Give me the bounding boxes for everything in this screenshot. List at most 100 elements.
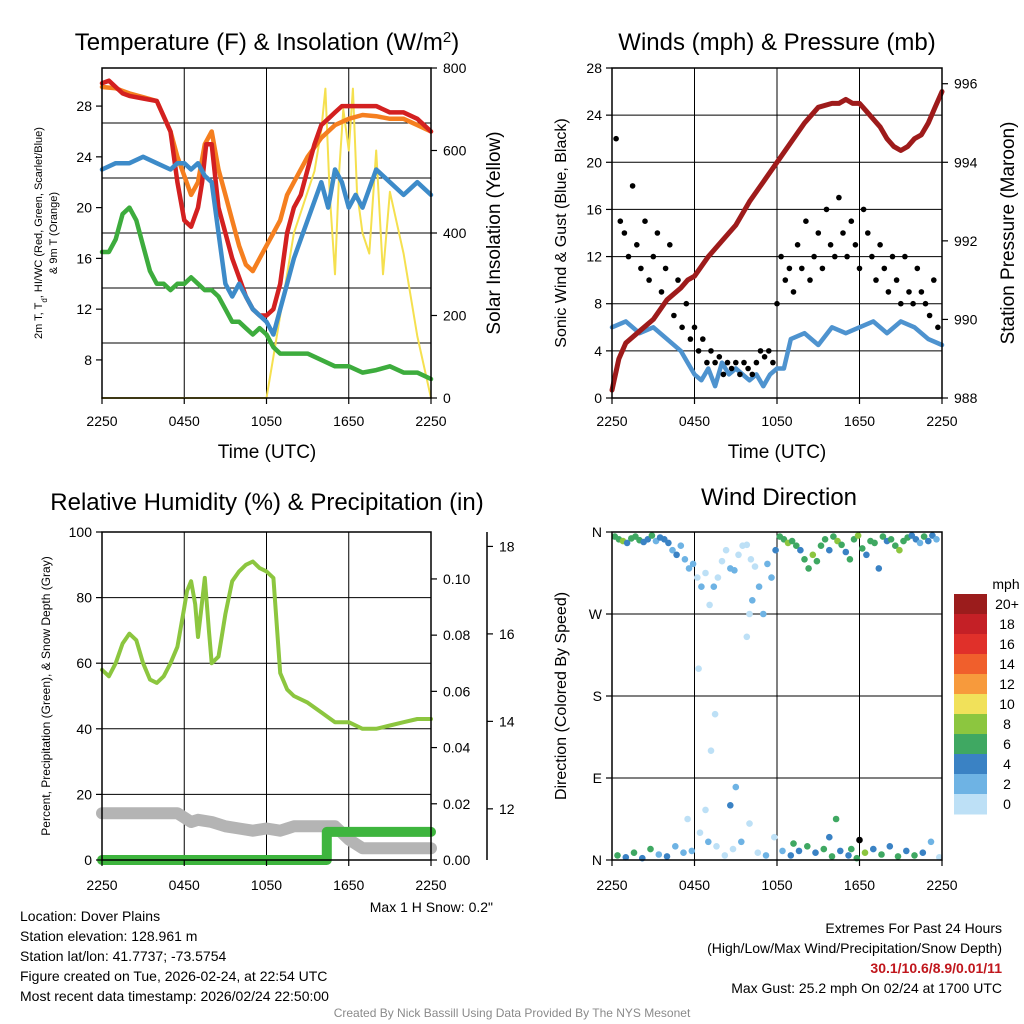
direction-point: [925, 537, 932, 545]
gust-point: [885, 289, 892, 295]
relative-humidity-line: [100, 559, 433, 731]
x-tick-label: 2250: [86, 877, 117, 893]
direction-point: [698, 583, 705, 590]
direction-point: [714, 574, 722, 581]
colorbar-label: 0: [1003, 796, 1011, 812]
gust-point: [935, 324, 941, 331]
y-tick-label: W: [589, 606, 603, 622]
direction-x-ticks: 2250 0450 1050 1650 2250: [596, 860, 958, 893]
gust-point: [881, 265, 888, 272]
colorbar-swatch: [954, 734, 987, 755]
temperature-series: [99, 78, 434, 399]
direction-point: [828, 853, 836, 860]
colorbar-swatch: [954, 614, 987, 635]
gust-point: [865, 230, 871, 236]
y-tick-label: 60: [76, 655, 92, 671]
direction-point: [845, 852, 852, 859]
gust-point: [737, 371, 743, 378]
y-tick-label: 0.00: [443, 852, 470, 868]
y-tick-label: 12: [586, 249, 602, 265]
gust-point: [852, 242, 859, 248]
y-tick-label: 0.02: [443, 796, 470, 812]
gust-point: [799, 265, 805, 272]
temperature-x-label: Time (UTC): [218, 442, 317, 463]
colorbar-swatch: [954, 634, 987, 655]
y-tick-label: 0.06: [443, 683, 470, 699]
gust-point: [889, 253, 896, 260]
colorbar-label: 2: [1003, 776, 1011, 792]
direction-point: [696, 829, 704, 836]
gust-point: [856, 265, 863, 272]
temperature-y-label-line2: & 9m T (Orange): [48, 192, 60, 274]
direction-point: [729, 845, 737, 853]
direction-point: [790, 840, 797, 847]
pressure-y-ticks: 988 990 992 994 996: [942, 76, 978, 406]
y-tick-label: 0.10: [443, 571, 470, 587]
gust-point: [790, 289, 797, 295]
gust-point: [638, 265, 644, 272]
direction-point: [680, 849, 687, 856]
y-tick-label: 0: [84, 852, 92, 868]
colorbar-label: 14: [999, 656, 1015, 672]
colorbar-label: 6: [1003, 736, 1011, 752]
direction-y-label: Direction (Colored By Speed): [553, 592, 570, 800]
snow-depth-y-ticks: 12 14 16 18: [487, 538, 515, 817]
direction-point: [886, 843, 894, 850]
y-tick-label: 12: [499, 801, 515, 817]
x-tick-label: 2250: [86, 413, 117, 429]
figure-created: Figure created on Tue, 2026-02-24, at 22…: [20, 968, 328, 984]
direction-point: [677, 542, 685, 549]
direction-point: [878, 851, 885, 858]
x-tick-label: 1050: [251, 413, 282, 429]
y-tick-label: 24: [76, 149, 92, 165]
colorbar-swatch: [954, 714, 987, 735]
y-tick-label: 20: [76, 200, 92, 216]
direction-point: [936, 854, 943, 861]
y-tick-label: 14: [499, 713, 515, 729]
direction-point: [648, 532, 656, 539]
wind-x-label: Time (UTC): [728, 442, 827, 463]
x-tick-label: 1050: [251, 877, 282, 893]
x-tick-label: 1650: [844, 877, 875, 893]
humidity-x-ticks: 2250 0450 1050 1650 2250: [86, 860, 447, 893]
direction-point: [871, 539, 878, 547]
humidity-y-label: Percent, Precipitation (Green), & Snow D…: [39, 556, 53, 835]
wind-y-ticks: 0 4 8 12 16 20 24 28: [586, 60, 612, 406]
direction-point: [879, 533, 887, 540]
direction-point: [830, 533, 837, 540]
direction-point: [710, 583, 718, 590]
direction-point: [735, 551, 742, 559]
direction-point: [702, 806, 709, 814]
y-tick-label: 80: [76, 590, 92, 606]
wind-pressure-panel: Winds (mph) & Pressure (mb) 0 4 8 12 16 20 24 2…: [553, 29, 1019, 463]
gust-point: [811, 253, 817, 260]
gust-point: [753, 359, 760, 366]
x-tick-label: 1650: [333, 877, 364, 893]
colorbar-label: 16: [999, 636, 1015, 652]
direction-point: [684, 815, 691, 823]
direction-point: [797, 546, 804, 554]
gust-point: [741, 359, 747, 366]
direction-point: [805, 565, 812, 572]
direction-point: [689, 560, 697, 568]
direction-point: [854, 532, 862, 539]
snow-depth-line: [96, 807, 437, 855]
x-tick-label: 0450: [169, 413, 200, 429]
max-snow-note: Max 1 H Snow: 0.2": [370, 899, 493, 915]
gust-point: [683, 300, 690, 307]
gust-point: [654, 230, 661, 236]
direction-point: [787, 852, 795, 859]
direction-point: [711, 710, 719, 718]
gust-point: [898, 300, 904, 307]
gust-point: [848, 218, 855, 224]
direction-point: [848, 845, 855, 853]
direction-point: [916, 539, 924, 547]
direction-point: [732, 783, 740, 791]
x-tick-label: 0450: [679, 877, 710, 893]
y-tick-label: 400: [443, 225, 467, 241]
gust-point: [617, 218, 624, 224]
direction-point: [760, 610, 767, 618]
wind-grid: [612, 68, 942, 398]
humidity-panel: Relative Humidity (%) & Precipitation (i…: [39, 489, 515, 915]
